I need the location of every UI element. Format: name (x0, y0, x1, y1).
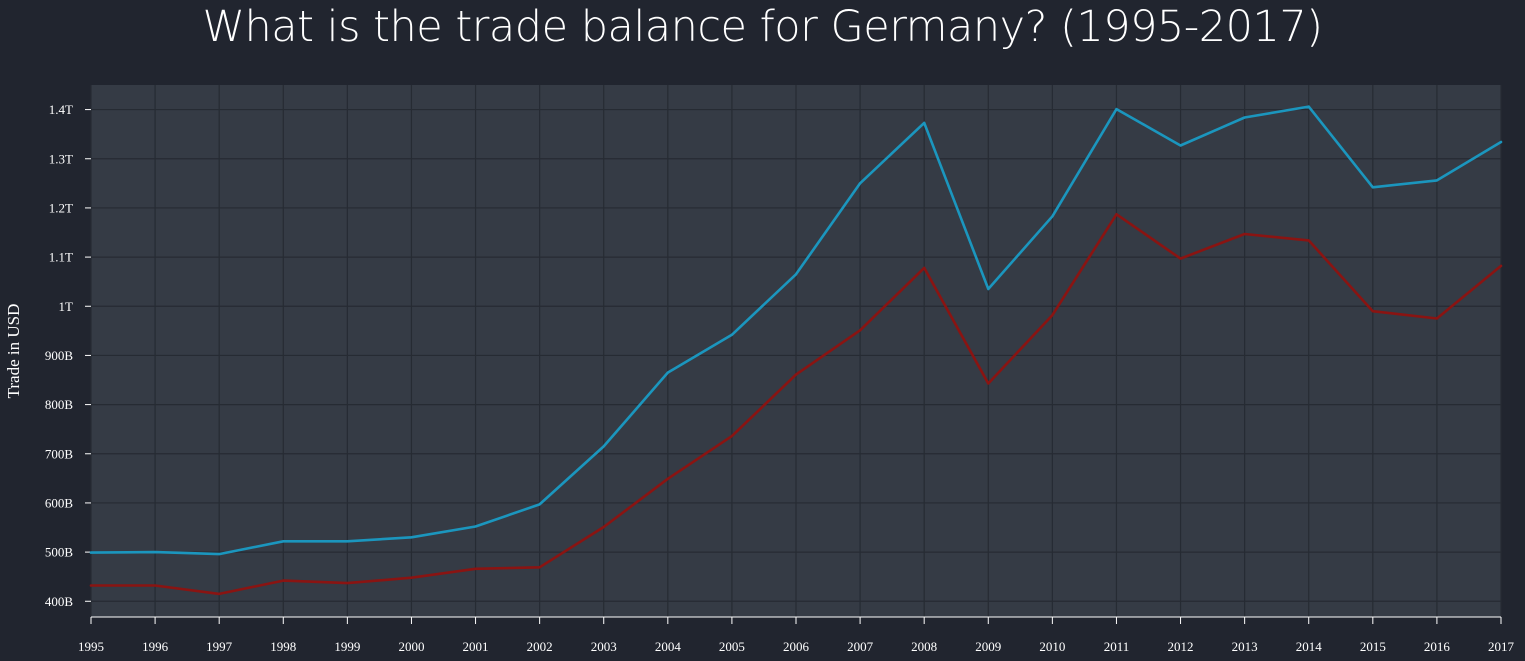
x-tick-label: 1997 (206, 639, 233, 654)
x-tick-label: 2011 (1104, 639, 1130, 654)
x-tick-label: 2001 (463, 639, 489, 654)
chart-title: What is the trade balance for Germany? (… (202, 2, 1323, 52)
y-tick-label: 700B (45, 446, 74, 461)
x-tick-label: 2004 (655, 639, 682, 654)
x-tick-label: 2017 (1488, 639, 1515, 654)
x-tick-label: 2016 (1424, 639, 1451, 654)
axis-ticks (85, 109, 1502, 624)
y-tick-label: 1.2T (49, 200, 73, 215)
x-tick-label: 1998 (270, 639, 296, 654)
y-tick-label: 1.4T (49, 102, 73, 117)
x-tick-label: 1999 (334, 639, 360, 654)
x-tick-label: 2015 (1360, 639, 1386, 654)
x-tick-label: 2009 (975, 639, 1001, 654)
x-tick-label: 2013 (1232, 639, 1258, 654)
x-tick-label: 2003 (591, 639, 617, 654)
series-line-1 (89, 105, 1503, 556)
y-tick-label: 1.3T (49, 151, 73, 166)
x-tick-label: 2000 (398, 639, 424, 654)
series-line-2 (89, 213, 1503, 596)
tick-labels: 1995 1996 1997 1998 1999 2000 2001 2002 2003 2004… (45, 102, 1515, 654)
y-axis-title: Trade in USD (4, 304, 23, 399)
x-tick-label: 2012 (1168, 639, 1194, 654)
y-tick-label: 600B (45, 495, 74, 510)
x-tick-label: 2007 (847, 639, 874, 654)
y-tick-label: 400B (45, 594, 74, 609)
y-tick-label: 1T (59, 299, 74, 314)
grid-lines (90, 85, 1502, 617)
y-tick-label: 1.1T (49, 250, 73, 265)
x-tick-label: 2008 (911, 639, 937, 654)
y-tick-label: 500B (45, 545, 74, 560)
y-tick-label: 900B (45, 348, 74, 363)
x-tick-label: 2014 (1296, 639, 1323, 654)
y-tick-label: 800B (45, 397, 74, 412)
x-tick-label: 2010 (1039, 639, 1065, 654)
x-tick-label: 2002 (527, 639, 553, 654)
x-tick-label: 1995 (78, 639, 104, 654)
x-tick-label: 1996 (142, 639, 169, 654)
x-tick-label: 2006 (783, 639, 810, 654)
series-lines (89, 105, 1503, 596)
x-tick-label: 2005 (719, 639, 745, 654)
